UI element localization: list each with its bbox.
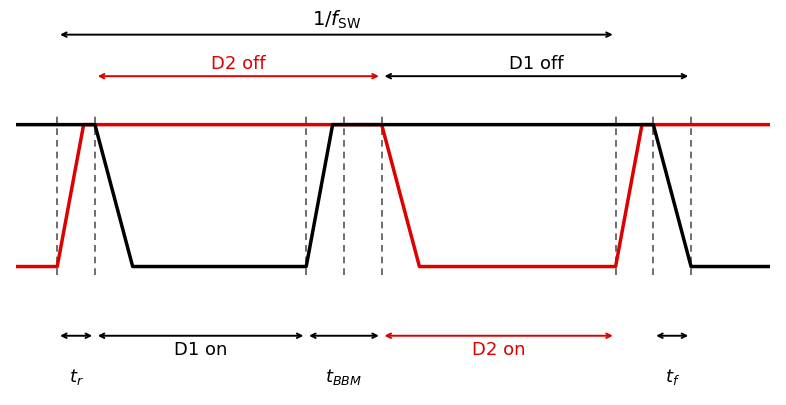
Text: $t_f$: $t_f$ [665,367,680,387]
Text: $t_r$: $t_r$ [68,367,83,387]
Text: D1 on: D1 on [174,341,227,359]
Text: $1/f_\mathregular{SW}$: $1/f_\mathregular{SW}$ [311,9,362,31]
Text: D2 off: D2 off [211,55,266,73]
Text: D2 on: D2 on [472,341,525,359]
Text: $t_{BBM}$: $t_{BBM}$ [325,367,362,387]
Text: D1 off: D1 off [509,55,564,73]
